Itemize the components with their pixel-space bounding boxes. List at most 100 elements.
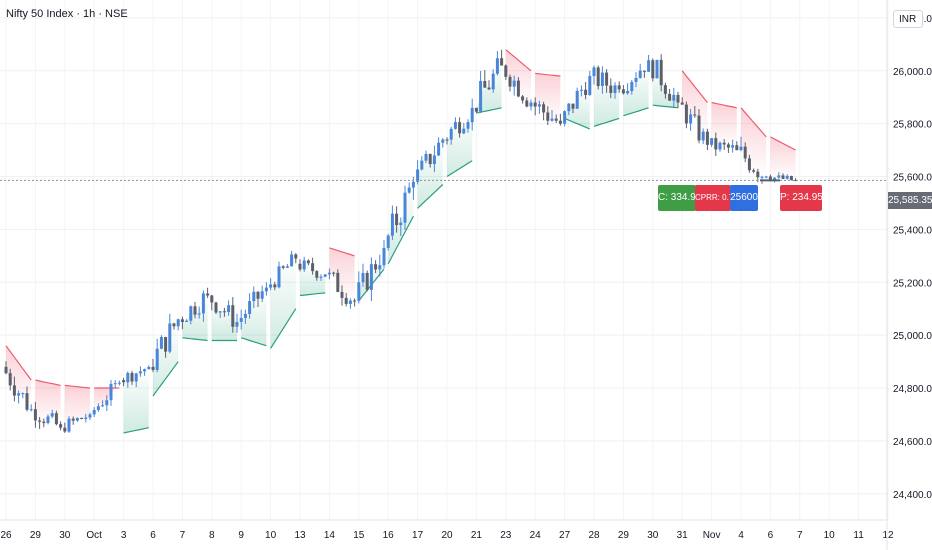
candle-body [449,128,453,140]
candle-body [256,291,260,299]
candle-body [101,405,105,407]
candle-body [500,58,504,66]
currency-selector[interactable]: INR [893,10,923,28]
candle-body [374,264,378,270]
candle-body [84,417,88,419]
x-tick-label: 9 [238,530,244,541]
upper-band-fill [535,73,561,123]
lower-band-line [270,308,297,349]
candle-body [227,305,231,312]
candle-body [491,73,495,90]
candle-body [201,293,205,314]
candle-body [311,263,315,272]
candle-body [75,418,79,421]
candle-body [210,295,214,303]
candle-body [378,265,382,270]
candle-body [680,102,684,105]
candle-body [38,420,42,422]
candle-body [168,323,172,352]
candle-body [285,266,289,268]
x-tick-label: 21 [471,530,483,541]
candle-body [609,85,613,93]
candle-body [386,235,390,248]
candle-body [269,284,273,288]
candle-body [554,118,558,121]
candle-body [298,263,302,270]
x-tick-label: 10 [265,530,277,541]
candle-body [164,337,168,352]
candle-body [403,192,407,223]
candle-body [781,175,785,179]
candle-body [88,414,92,418]
candle-body [617,85,621,90]
y-tick-label: 25,600.00 [893,173,932,184]
candle-body [668,93,672,101]
candle-body [109,384,113,401]
candle-body [558,120,562,124]
lower-band-fill [652,69,678,108]
lower-band-line [241,337,267,347]
candle-body [550,118,554,121]
candle-body [768,176,772,181]
candle-body [21,393,25,395]
candles [4,49,798,433]
candle-body [525,100,529,107]
candle-body [218,311,222,313]
candle-body [504,65,508,77]
candle-body [138,371,142,374]
candle-body [281,266,285,268]
lower-band-line [182,337,208,342]
candle-body [340,291,344,298]
y-tick-label: 26,000.00 [893,67,932,78]
lower-band-line [593,117,620,127]
candle-body [231,305,235,327]
candle-body [428,154,432,165]
candle-body [71,418,75,421]
y-tick-label: 25,400.00 [893,225,932,236]
lower-band-fill [623,66,649,116]
x-tick-label: 6 [768,530,774,541]
upper-band-line [711,101,737,109]
lower-band-line [564,117,591,130]
candle-body [260,291,264,299]
candle-body [336,272,340,292]
upper-band-fill [505,49,531,105]
bands [5,49,796,434]
candle-body [17,393,21,396]
candle-body [739,146,743,151]
candle-body [185,320,189,323]
lower-band-fill [270,256,296,349]
candle-body [357,282,361,301]
candle-body [613,85,617,93]
current-price-tag: 25,585.35 [888,192,932,209]
candle-body [663,85,667,94]
candle-body [277,266,281,288]
candle-body [105,400,109,406]
candle-body [470,107,474,123]
candle-body [12,385,16,396]
candle-body [122,380,126,383]
x-tick-label: 27 [559,530,571,541]
candle-body [579,89,583,91]
cpr-label: CPRR: 0.73 [695,185,738,211]
candle-body [189,306,193,321]
candle-body [117,382,121,384]
p-label: P: 234.95 [780,185,823,211]
candle-body [584,89,588,95]
candle-body [235,321,239,327]
candle-body [315,271,319,278]
x-tick-label: 3 [121,530,127,541]
candle-body [147,366,151,370]
candle-body [29,409,33,411]
x-tick-label: Nov [703,530,721,541]
lower-band-line [623,107,649,117]
candle-body [323,274,327,277]
candle-body [764,176,768,178]
candle-body [563,111,567,124]
c-label: C: 334.95 [658,185,701,211]
candle-body [327,272,331,275]
candle-body [600,72,604,86]
candle-body [25,393,29,410]
y-tick-label: 24,800.00 [893,384,932,395]
